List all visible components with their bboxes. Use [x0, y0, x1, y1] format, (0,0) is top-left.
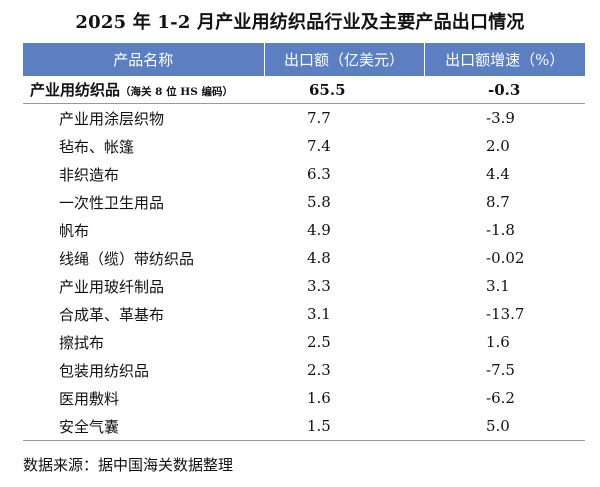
- table-row: 产业用涂层织物 7.7 -3.9: [23, 104, 585, 133]
- table-body: 产业用纺织品（海关 8 位 HS 编码） 65.5 -0.3 产业用涂层织物 7…: [23, 76, 585, 441]
- header-product-name: 产品名称: [23, 43, 264, 76]
- export-growth: -3.9: [486, 109, 515, 127]
- table-row: 毡布、帐篷 7.4 2.0: [23, 132, 585, 160]
- export-value: 2.5: [307, 333, 331, 351]
- export-value: 1.6: [307, 389, 331, 407]
- table-row: 包装用纺织品 2.3 -7.5: [23, 356, 585, 384]
- product-name: 非织造布: [59, 165, 120, 184]
- table-row: 帆布 4.9 -1.8: [23, 216, 585, 244]
- product-name: 一次性卫生用品: [59, 193, 165, 212]
- header-row: 产品名称 出口额（亿美元） 出口额增速（%）: [23, 43, 585, 76]
- export-growth: -6.2: [486, 389, 515, 407]
- page-title: 2025 年 1-2 月产业用纺织品行业及主要产品出口情况: [75, 12, 525, 33]
- product-name: 毡布、帐篷: [59, 137, 135, 156]
- table-row: 一次性卫生用品 5.8 8.7: [23, 188, 585, 216]
- export-growth: 5.0: [424, 412, 585, 441]
- export-growth: 1.6: [486, 333, 510, 351]
- table-row: 产业用玻纤制品 3.3 3.1: [23, 272, 585, 300]
- total-value: 65.5: [264, 76, 424, 104]
- data-source-note: 数据来源：据中国海关数据整理: [23, 456, 234, 474]
- export-growth: 8.7: [486, 193, 510, 211]
- export-value: 5.8: [307, 193, 331, 211]
- product-name: 产业用玻纤制品: [59, 277, 165, 296]
- total-name-cell: 产业用纺织品（海关 8 位 HS 编码）: [23, 76, 264, 104]
- export-growth: -1.8: [486, 221, 515, 239]
- export-value: 6.3: [307, 165, 331, 183]
- export-value: 3.1: [307, 305, 331, 323]
- export-value: 1.5: [264, 412, 424, 441]
- product-name: 安全气囊: [23, 412, 264, 441]
- export-growth: -0.02: [486, 249, 525, 267]
- total-name: 产业用纺织品: [30, 81, 121, 99]
- export-value: 7.7: [307, 109, 331, 127]
- export-growth: 3.1: [486, 277, 510, 295]
- product-name: 擦拭布: [59, 333, 105, 352]
- table-row: 擦拭布 2.5 1.6: [23, 328, 585, 356]
- export-value: 7.4: [307, 137, 331, 155]
- export-growth: 4.4: [486, 165, 510, 183]
- header-export-growth: 出口额增速（%）: [423, 43, 585, 76]
- table-row: 非织造布 6.3 4.4: [23, 160, 585, 188]
- product-name: 合成革、革基布: [59, 305, 165, 324]
- export-value: 4.9: [307, 221, 331, 239]
- total-row: 产业用纺织品（海关 8 位 HS 编码） 65.5 -0.3: [23, 76, 585, 104]
- product-name: 医用敷料: [59, 389, 120, 408]
- total-note: （海关 8 位 HS 编码）: [120, 86, 233, 98]
- product-name: 包装用纺织品: [59, 361, 150, 380]
- table-row: 线绳（缆）带纺织品 4.8 -0.02: [23, 244, 585, 272]
- table-row: 合成革、革基布 3.1 -13.7: [23, 300, 585, 328]
- product-name: 线绳（缆）带纺织品: [59, 249, 195, 268]
- product-name: 产业用涂层织物: [59, 109, 165, 128]
- table-header: 产品名称 出口额（亿美元） 出口额增速（%）: [23, 43, 585, 76]
- export-value: 2.3: [307, 361, 331, 379]
- total-growth: -0.3: [424, 76, 585, 104]
- export-value: 3.3: [307, 277, 331, 295]
- export-table: 产品名称 出口额（亿美元） 出口额增速（%） 产业用纺织品（海关 8 位 HS …: [23, 43, 585, 441]
- table-row: 安全气囊 1.5 5.0: [23, 412, 585, 441]
- export-value: 4.8: [307, 249, 331, 267]
- table-row: 医用敷料 1.6 -6.2: [23, 384, 585, 412]
- export-growth: -7.5: [486, 361, 515, 379]
- product-name: 帆布: [59, 221, 90, 240]
- export-growth: 2.0: [486, 137, 510, 155]
- header-export-value: 出口额（亿美元）: [263, 43, 424, 76]
- export-growth: -13.7: [486, 305, 525, 323]
